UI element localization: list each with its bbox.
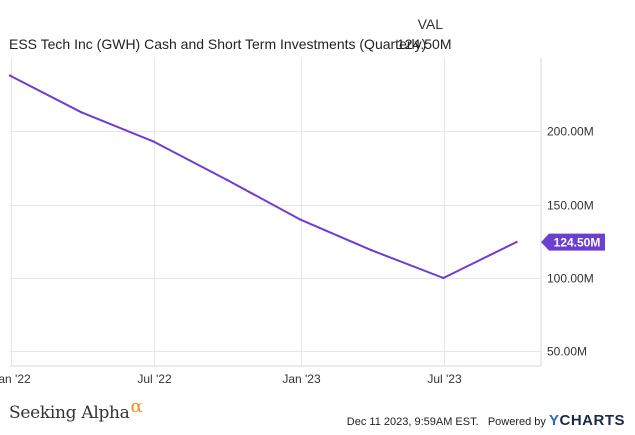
seeking-alpha-wordmark: Seeking Alpha bbox=[9, 403, 130, 423]
series-line bbox=[9, 74, 518, 279]
data-point bbox=[80, 111, 83, 114]
x-axis: Jan '22 Jul '22 Jan '23 Jul '23 bbox=[0, 372, 462, 386]
legend-series-row: ESS Tech Inc (GWH) Cash and Short Term I… bbox=[9, 36, 451, 52]
end-value-label: 124.50M bbox=[541, 233, 605, 251]
y-tick-label: 150.00M bbox=[547, 199, 594, 213]
x-tick-label: Jan '22 bbox=[0, 372, 31, 386]
powered-by-label: Powered by bbox=[487, 416, 546, 428]
legend-header: VAL bbox=[417, 16, 443, 32]
timestamp: Dec 11 2023, 9:59AM EST. bbox=[346, 416, 479, 428]
data-point bbox=[152, 140, 155, 143]
y-tick-label: 200.00M bbox=[547, 125, 594, 139]
chart-series bbox=[8, 74, 518, 280]
data-point bbox=[515, 240, 518, 244]
y-tick-label: 100.00M bbox=[547, 272, 594, 286]
end-value-text: 124.50M bbox=[554, 236, 601, 250]
data-point bbox=[8, 74, 12, 77]
seeking-alpha-logo: Seeking Alphaα bbox=[9, 396, 143, 423]
legend-series-value: 124.50M bbox=[397, 36, 452, 52]
data-point bbox=[442, 276, 445, 280]
y-axis: 200.00M 150.00M 100.00M 50.00M bbox=[547, 125, 594, 359]
data-point bbox=[369, 248, 373, 252]
ycharts-logo: YCHARTS bbox=[548, 412, 625, 429]
chart-grid bbox=[10, 58, 542, 367]
data-point bbox=[225, 178, 228, 181]
chart-attribution: Dec 11 2023, 9:59AM EST. Powered by YCHA… bbox=[347, 412, 625, 429]
alpha-symbol: α bbox=[130, 396, 143, 417]
y-tick-label: 50.00M bbox=[547, 345, 587, 359]
x-tick-label: Jul '22 bbox=[137, 372, 172, 386]
x-tick-label: Jul '23 bbox=[427, 372, 462, 386]
end-value-badge bbox=[541, 233, 605, 251]
x-tick-label: Jan '23 bbox=[282, 372, 321, 386]
data-point bbox=[298, 218, 301, 221]
legend-series-label: ESS Tech Inc (GWH) Cash and Short Term I… bbox=[9, 36, 427, 52]
